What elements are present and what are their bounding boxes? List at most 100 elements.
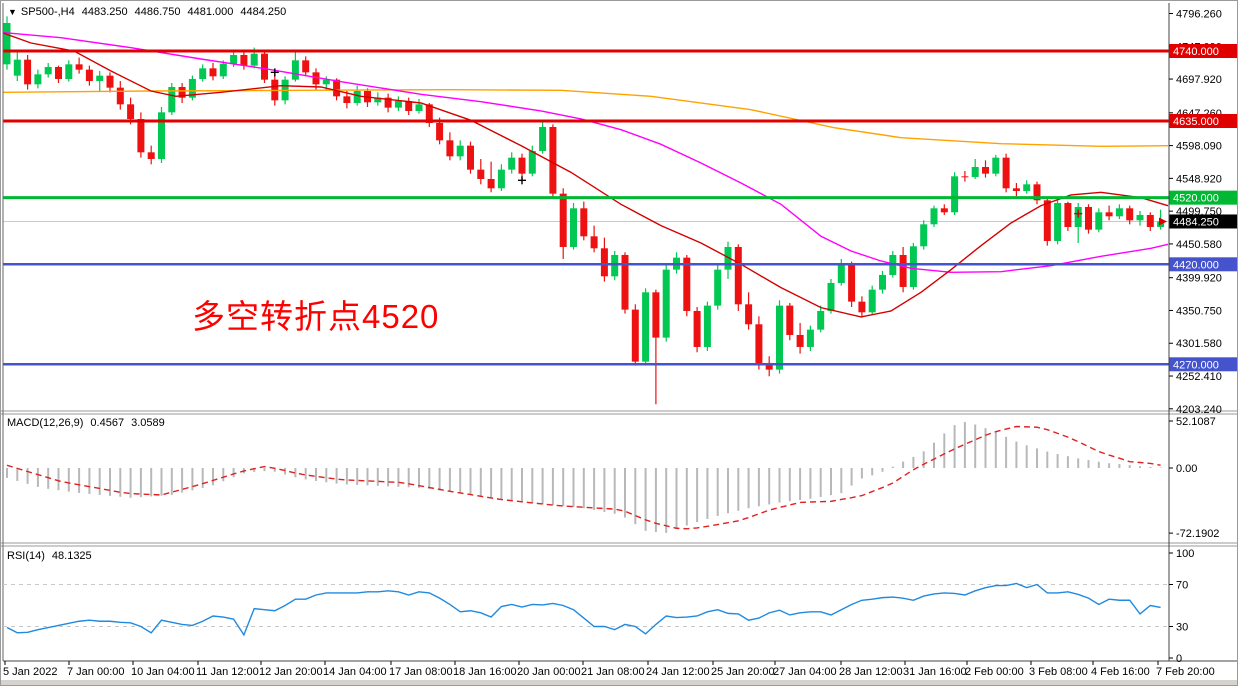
candle-bull	[909, 246, 917, 287]
x-axis-label: 10 Jan 04:00	[131, 666, 195, 678]
candle-bear	[549, 126, 557, 194]
quote-low: 4481.000	[187, 6, 234, 18]
candle-bear	[631, 309, 639, 362]
candle-bull	[374, 97, 382, 103]
main-price-panel[interactable]	[1, 16, 1169, 405]
rsi-indicator-label: RSI(14) 48.1325	[7, 550, 99, 562]
candle-bull	[199, 68, 207, 79]
ma-line-magenta	[3, 31, 1169, 274]
quote-close: 4484.250	[240, 6, 287, 18]
candle-bull	[1115, 208, 1123, 217]
candle-bear	[1033, 184, 1041, 201]
candle-bear	[580, 208, 588, 237]
candle-bull	[817, 310, 825, 330]
price-tick-label: 4450.580	[1176, 239, 1222, 251]
candle-bull	[1023, 184, 1031, 191]
panel-separator[interactable]	[1, 543, 1238, 546]
candle-bull	[827, 282, 835, 311]
candle-bull	[394, 100, 402, 108]
price-level-badge-label: 4520.000	[1173, 193, 1219, 205]
quote-open: 4483.250	[81, 6, 128, 18]
candle-bear	[261, 53, 268, 80]
ma-line-orange	[3, 88, 1169, 148]
candle-bear	[302, 60, 310, 73]
candle-bull	[230, 55, 238, 64]
candle-bull	[415, 104, 423, 111]
candle-bull	[776, 305, 783, 370]
rsi-tick-label: 70	[1176, 580, 1188, 592]
candle-bear	[1012, 188, 1020, 191]
candle-bear	[1064, 202, 1072, 227]
candle-bear	[518, 157, 526, 174]
candle-bull	[1054, 202, 1062, 241]
candle-bear	[333, 79, 341, 97]
candle-bear	[1105, 212, 1113, 217]
candle-bear	[127, 104, 135, 119]
candle-bull	[703, 305, 711, 347]
candle-bear	[436, 122, 444, 141]
candle-bear	[85, 69, 93, 81]
candle-bear	[734, 246, 742, 305]
rsi-panel[interactable]: 100 70 30 0	[3, 548, 1194, 665]
rsi-tick-label: 30	[1176, 622, 1188, 634]
candle-bull	[322, 79, 330, 85]
candle-bull	[291, 60, 299, 80]
candle-bear	[1085, 206, 1092, 230]
candle-bear	[55, 67, 62, 79]
window-bottom-strip	[1, 680, 1237, 685]
price-tick-label: 4399.920	[1176, 273, 1222, 285]
candle-bear	[858, 301, 866, 313]
candle-bull	[1136, 214, 1144, 221]
candle-bull	[806, 329, 814, 347]
x-axis-label: 14 Jan 04:00	[323, 666, 387, 678]
candle-bear	[75, 64, 83, 70]
candle-bear	[600, 248, 608, 277]
candle-bull	[879, 274, 886, 290]
rsi-name: RSI(14)	[7, 550, 45, 562]
candle-bear	[405, 100, 413, 111]
price-level-badge	[1169, 257, 1237, 272]
candle-bull	[662, 269, 670, 338]
price-level-badge-label: 4740.000	[1173, 46, 1219, 58]
candle-bear	[312, 72, 320, 85]
x-axis-label: 3 Feb 08:00	[1029, 666, 1088, 678]
candle-bear	[786, 305, 794, 335]
candle-bear	[446, 140, 454, 157]
chart-title: ▼ SP500-,H4 4483.250 4486.750 4481.000 4484.2…	[8, 6, 293, 18]
x-axis-label: 18 Jan 16:00	[453, 666, 517, 678]
time-axis[interactable]: 5 Jan 2022 7 Jan 00:00 10 Jan 04:00 11 Jan …	[1, 661, 1238, 686]
candle-bear	[1146, 214, 1154, 227]
candle-bull	[34, 74, 42, 85]
price-level-badge-label: 4420.000	[1173, 259, 1219, 271]
candle-bull	[714, 269, 722, 306]
candle-bear	[899, 254, 907, 287]
candle-bull	[1095, 212, 1103, 230]
rsi-line	[6, 582, 1161, 637]
current-price-badge	[1169, 214, 1237, 229]
text-annotation[interactable]: 多空转折点4520	[192, 298, 440, 335]
price-axis[interactable]: 4796.2604747.0904697.9204647.2604598.090…	[1169, 9, 1238, 416]
macd-panel[interactable]: 52.1087 0.00 -72.1902	[6, 416, 1219, 540]
chevron-down-icon[interactable]: ▼	[8, 7, 17, 17]
macd-name: MACD(12,26,9)	[7, 417, 84, 429]
candle-bear	[178, 86, 186, 98]
symbol-period-label: SP500-,H4	[20, 6, 75, 18]
quote-high: 4486.750	[134, 6, 181, 18]
rsi-tick-label: 0	[1176, 653, 1182, 665]
candle-bear	[559, 193, 567, 247]
candle-bear	[745, 304, 753, 325]
macd-tick-label: 52.1087	[1176, 416, 1216, 428]
candle-bear	[961, 176, 969, 178]
candle-bull	[971, 166, 979, 177]
panel-separator[interactable]	[1, 411, 1238, 414]
x-axis-label: 28 Jan 12:00	[839, 666, 903, 678]
candle-bull	[724, 246, 732, 270]
candle-bear	[652, 292, 660, 338]
candle-bear	[384, 97, 392, 108]
candle-bear	[425, 104, 433, 123]
candle-bull	[868, 289, 876, 313]
candle-bull	[951, 176, 959, 213]
candle-bull	[44, 67, 52, 75]
